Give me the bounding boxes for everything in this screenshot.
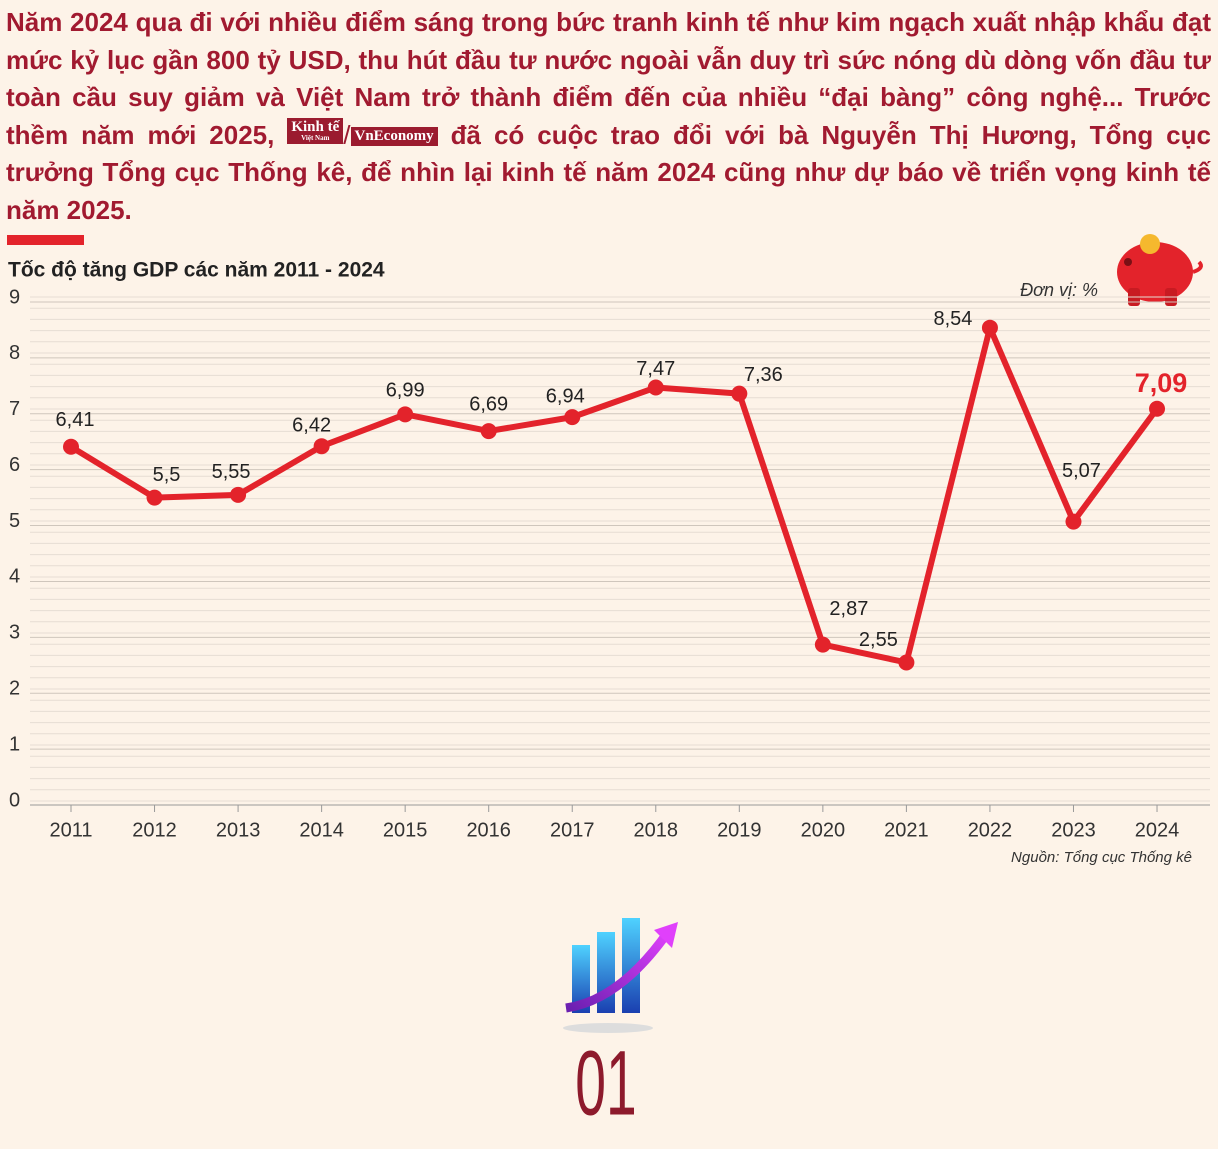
data-point — [1065, 513, 1082, 530]
value-label: 7,47 — [636, 358, 675, 380]
data-point — [898, 654, 915, 671]
value-label: 7,36 — [744, 364, 783, 386]
data-point — [814, 636, 831, 653]
intro-paragraph: Năm 2024 qua đi với nhiều điểm sáng tron… — [6, 4, 1211, 229]
y-tick-label: 1 — [9, 733, 20, 755]
value-label: 6,99 — [386, 380, 425, 402]
value-label: 6,42 — [292, 414, 331, 436]
data-point — [397, 406, 414, 423]
value-label: 5,5 — [153, 464, 181, 486]
data-point — [1149, 400, 1166, 417]
unit-label: Đơn vị: % — [1020, 280, 1098, 300]
value-label: 7,09 — [1135, 368, 1188, 398]
y-tick-label: 4 — [9, 566, 20, 588]
page-number: 01 — [575, 1032, 636, 1135]
x-tick-label: 2015 — [383, 819, 428, 841]
data-point — [63, 438, 79, 455]
value-label: 6,69 — [469, 393, 508, 415]
x-tick-label: 2013 — [216, 819, 261, 841]
x-tick-label: 2022 — [968, 819, 1013, 841]
x-tick-label: 2012 — [132, 819, 177, 841]
data-point — [313, 438, 330, 455]
data-point — [230, 486, 247, 503]
logo-kinh-te: Kinh tế Việt Nam — [287, 117, 344, 144]
piggy-icon — [1117, 234, 1203, 306]
value-label: 6,94 — [546, 385, 585, 407]
separator: / — [343, 119, 351, 150]
data-point — [731, 385, 748, 402]
accent-bar — [7, 235, 84, 245]
y-tick-label: 9 — [9, 286, 20, 308]
y-tick-label: 2 — [9, 678, 20, 700]
x-tick-label: 2020 — [801, 819, 846, 841]
intro-text: đã có cuộc trao đổi với bà Nguyễn Thị Hư… — [6, 119, 1211, 225]
x-tick-label: 2024 — [1135, 819, 1180, 841]
x-tick-label: 2019 — [717, 819, 762, 841]
x-tick-label: 2018 — [634, 819, 679, 841]
y-tick-label: 5 — [9, 510, 20, 532]
data-point — [146, 489, 163, 506]
y-tick-label: 3 — [9, 622, 20, 644]
x-tick-label: 2016 — [466, 819, 511, 841]
value-label: 2,87 — [829, 598, 868, 620]
logo-vneconomy: VnEconomy — [350, 126, 438, 146]
y-tick-label: 6 — [9, 454, 20, 476]
y-tick-label: 0 — [9, 789, 20, 811]
y-tick-label: 8 — [9, 342, 20, 364]
data-point — [564, 409, 581, 426]
data-point — [480, 423, 497, 440]
y-tick-label: 7 — [9, 398, 20, 420]
chart-title: Tốc độ tăng GDP các năm 2011 - 2024 — [8, 259, 385, 282]
value-label: 5,07 — [1062, 460, 1101, 482]
value-label: 2,55 — [859, 629, 898, 651]
growth-icon — [563, 918, 678, 1033]
data-line — [69, 324, 1160, 666]
x-tick-label: 2021 — [884, 819, 929, 841]
data-point — [647, 379, 664, 396]
x-tick-label: 2014 — [299, 819, 344, 841]
value-label: 6,41 — [56, 409, 95, 431]
logo-subtext: Việt Nam — [301, 133, 330, 142]
data-point — [981, 319, 998, 336]
value-label: 5,55 — [212, 461, 251, 483]
source-label: Nguồn: Tổng cục Thống kê — [1011, 849, 1192, 866]
value-label: 8,54 — [933, 308, 972, 330]
x-tick-label: 2011 — [49, 819, 92, 841]
x-tick-label: 2017 — [550, 819, 595, 841]
x-tick-label: 2023 — [1051, 819, 1096, 841]
intro-text: Năm 2024 qua đi với nhiều điểm sáng tron… — [6, 7, 1211, 150]
logo-text: Kinh tế — [291, 118, 340, 135]
